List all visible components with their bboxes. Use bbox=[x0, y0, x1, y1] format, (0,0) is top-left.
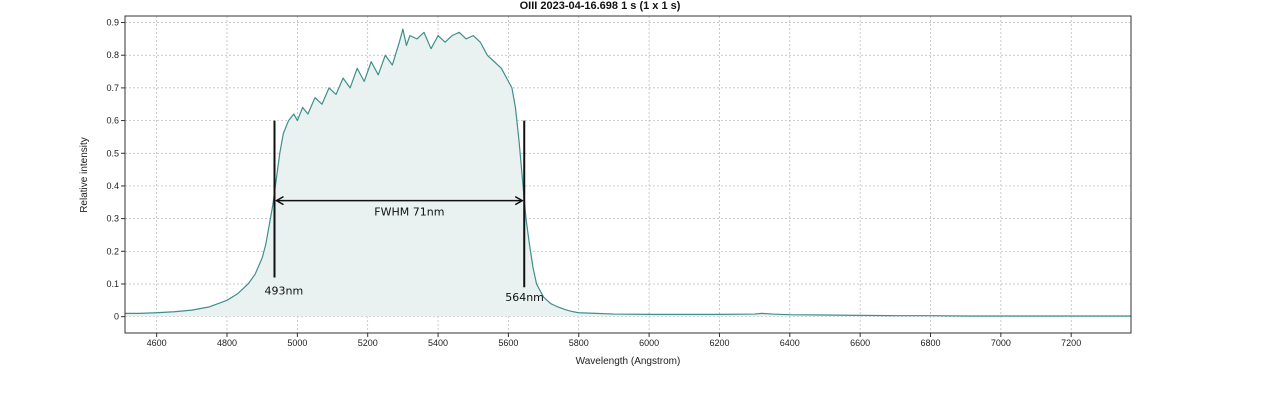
y-tick-label-0.5: 0.5 bbox=[106, 148, 119, 158]
fwhm-label: FWHM 71nm bbox=[374, 206, 444, 219]
x-tick-label-4800: 4800 bbox=[217, 338, 237, 348]
x-tick-label-4600: 4600 bbox=[147, 338, 167, 348]
y-tick-label-0.3: 0.3 bbox=[106, 214, 119, 224]
y-tick-label-0.6: 0.6 bbox=[106, 116, 119, 126]
y-tick-label-0.1: 0.1 bbox=[106, 279, 119, 289]
chart-title: OIII 2023-04-16.698 1 s (1 x 1 s) bbox=[520, 0, 681, 12]
x-tick-label-5600: 5600 bbox=[498, 338, 518, 348]
x-tick-label-5800: 5800 bbox=[569, 338, 589, 348]
fwhm-arrow-left-head bbox=[274, 195, 284, 206]
x-axis-label: Wavelength (Angstrom) bbox=[576, 356, 681, 367]
x-tick-label-5400: 5400 bbox=[428, 338, 448, 348]
right-marker-label: 564nm bbox=[505, 291, 544, 304]
y-tick-label-0.2: 0.2 bbox=[106, 246, 119, 256]
spectrum-line-0 bbox=[125, 28, 1131, 317]
spectrum-line-group bbox=[125, 28, 1131, 317]
axis-ticks: 4600 4800 5000 5200 5400 5600 5800 6000 6200 6400… bbox=[106, 18, 1081, 348]
spectrum-area-0 bbox=[125, 29, 1131, 317]
x-tick-label-5200: 5200 bbox=[358, 338, 378, 348]
x-tick-label-6600: 6600 bbox=[850, 338, 870, 348]
fwhm-arrow-right-head bbox=[514, 195, 524, 206]
plot-frame bbox=[124, 15, 1132, 334]
spectrum-fill-group bbox=[125, 29, 1131, 317]
x-tick-label-6200: 6200 bbox=[709, 338, 729, 348]
y-tick-label-0: 0 bbox=[114, 312, 119, 322]
y-tick-label-0.8: 0.8 bbox=[106, 50, 119, 60]
fwhm-annotations: FWHM 71nm 493nm 564nm bbox=[264, 120, 544, 304]
left-marker-label: 493nm bbox=[264, 284, 303, 297]
y-tick-label-0.4: 0.4 bbox=[106, 181, 119, 191]
y-tick-label-0.7: 0.7 bbox=[106, 83, 119, 93]
y-tick-label-0.9: 0.9 bbox=[106, 18, 119, 28]
x-tick-label-5000: 5000 bbox=[287, 338, 307, 348]
x-tick-label-7000: 7000 bbox=[991, 338, 1011, 348]
x-tick-label-6000: 6000 bbox=[639, 338, 659, 348]
y-axis-label: Relative intensity bbox=[79, 137, 90, 213]
x-tick-label-6400: 6400 bbox=[780, 338, 800, 348]
x-tick-label-6800: 6800 bbox=[920, 338, 940, 348]
x-tick-label-7200: 7200 bbox=[1061, 338, 1081, 348]
